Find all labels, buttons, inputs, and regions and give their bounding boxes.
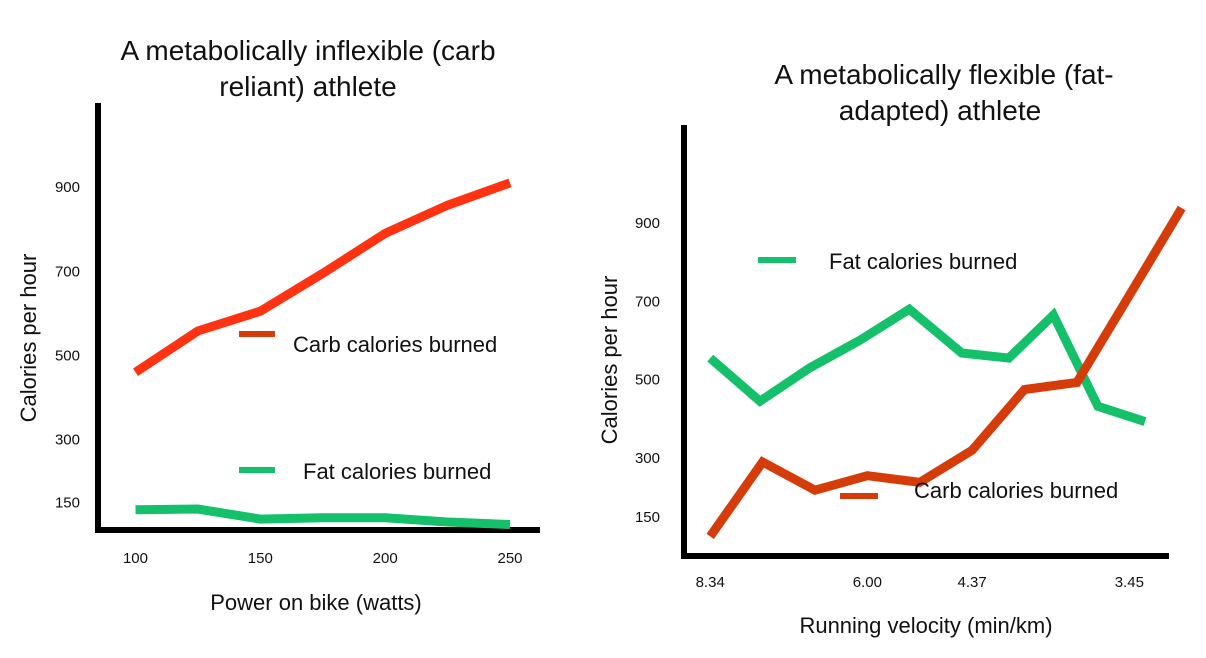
right-x-tick-label: 4.37 <box>958 574 987 591</box>
right-series-carb-line <box>706 205 1186 539</box>
right-legend-carb-label: Carb calories burned <box>914 478 1118 503</box>
left-legend-carb-label: Carb calories burned <box>293 332 497 357</box>
left-x-axis-label: Power on bike (watts) <box>210 590 422 615</box>
right-x-tick-label: 3.45 <box>1115 574 1144 591</box>
left-series-carb-line <box>133 178 512 376</box>
left-x-tick-label: 250 <box>498 550 523 567</box>
left-title-line-2: reliant) athlete <box>219 71 396 102</box>
right-y-tick-label: 500 <box>635 372 660 389</box>
left-y-tick-label: 900 <box>55 179 80 196</box>
right-x-tick-label: 8.34 <box>696 574 725 591</box>
right-legend-fat-label: Fat calories burned <box>829 249 1017 274</box>
left-y-axis-label: Calories per hour <box>16 254 41 423</box>
left-y-tick-label: 500 <box>55 347 80 364</box>
right-y-tick-label: 700 <box>635 293 660 310</box>
right-x-axis-label: Running velocity (min/km) <box>799 613 1052 638</box>
right-y-tick-label: 900 <box>635 215 660 232</box>
left-y-tick-label: 300 <box>55 432 80 449</box>
right-x-tick-label: 6.00 <box>853 574 882 591</box>
left-x-tick-label: 200 <box>373 550 398 567</box>
right-title-line-1: A metabolically flexible (fat- <box>774 59 1113 90</box>
left-y-tick-label: 700 <box>55 263 80 280</box>
right-y-tick-label: 300 <box>635 450 660 467</box>
chart-right: A metabolically flexible (fat- adapted) … <box>597 59 1186 638</box>
right-y-tick-label: 150 <box>635 509 660 526</box>
left-y-tick-label: 150 <box>55 495 80 512</box>
left-x-tick-label: 150 <box>248 550 273 567</box>
right-y-axis-label: Calories per hour <box>597 276 622 445</box>
chart-left: A metabolically inflexible (carb reliant… <box>16 35 540 615</box>
left-series-fat-line <box>135 504 511 529</box>
right-series-fat-line <box>707 303 1147 426</box>
left-legend-fat-label: Fat calories burned <box>303 459 491 484</box>
right-title-line-2: adapted) athlete <box>839 95 1041 126</box>
left-x-tick-label: 100 <box>123 550 148 567</box>
left-title-line-1: A metabolically inflexible (carb <box>120 35 495 66</box>
